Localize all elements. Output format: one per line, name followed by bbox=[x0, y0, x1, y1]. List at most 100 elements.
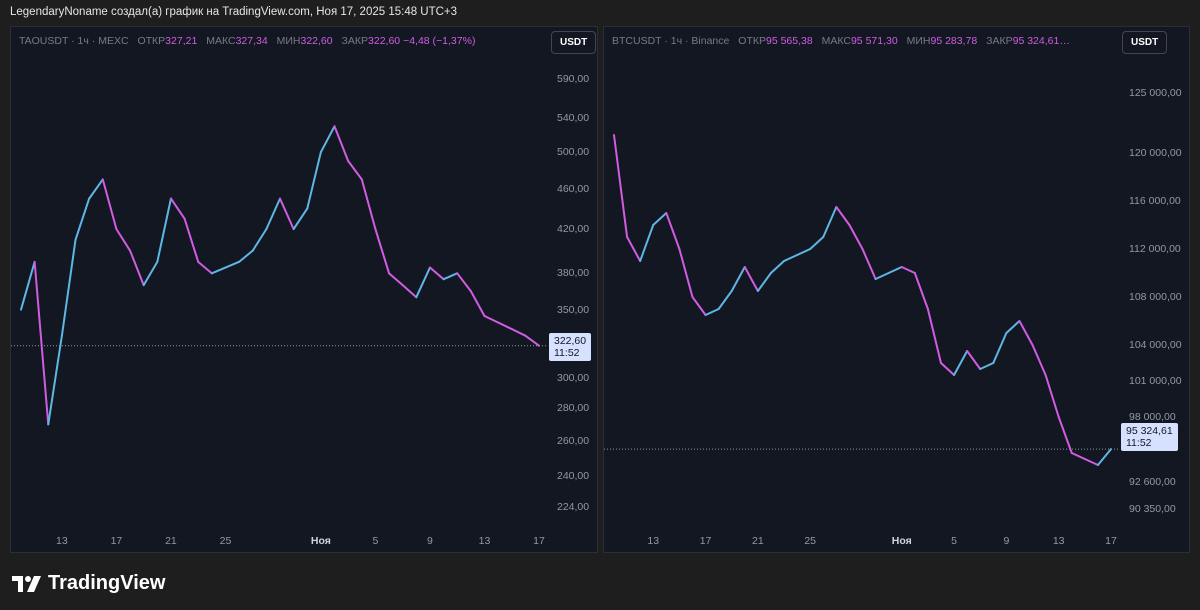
y-tick-label: 98 000,00 bbox=[1129, 411, 1176, 423]
price-segment bbox=[238, 249, 254, 263]
price-segment bbox=[88, 178, 104, 200]
y-tick-label: 590,00 bbox=[557, 72, 590, 85]
legend-low-label: МИН bbox=[276, 35, 301, 47]
y-tick-label: 460,00 bbox=[557, 182, 590, 195]
legend-tao: TAOUSDT · 1ч · MEXC ОТКР327,21 МАКС327,3… bbox=[19, 35, 476, 47]
legend-close: 95 324,61… bbox=[1012, 35, 1070, 47]
x-tick-label: 21 bbox=[165, 535, 177, 547]
x-tick-label: 17 bbox=[533, 535, 545, 547]
currency-button-tao[interactable]: USDT bbox=[551, 31, 597, 54]
x-tick-label: Ноя bbox=[310, 535, 331, 547]
x-tick-label: 17 bbox=[110, 535, 123, 547]
x-tick-label: 5 bbox=[372, 535, 379, 547]
x-tick-label: 9 bbox=[427, 535, 433, 547]
legend-close: 322,60 bbox=[368, 35, 401, 47]
price-segment bbox=[129, 249, 145, 287]
y-tick-label: 116 000,00 bbox=[1129, 195, 1181, 207]
tradingview-brand[interactable]: TradingView bbox=[12, 572, 165, 595]
price-segment bbox=[224, 260, 241, 269]
price-segment bbox=[292, 207, 309, 231]
legend-high: 95 571,30 bbox=[850, 35, 898, 47]
legend-high-label: МАКС bbox=[206, 35, 236, 47]
price-segment bbox=[497, 321, 513, 331]
legend-close-label: ЗАКР bbox=[986, 35, 1013, 47]
y-tick-label: 224,00 bbox=[557, 500, 590, 513]
price-segment bbox=[992, 332, 1008, 364]
x-tick-label: 25 bbox=[804, 535, 817, 547]
price-segment bbox=[142, 260, 159, 287]
chart-panel-btc[interactable]: BTCUSDT · 1ч · Binance ОТКР95 565,38 МАК… bbox=[603, 26, 1190, 553]
legend-symbol: BTCUSDT bbox=[612, 35, 662, 47]
x-tick-label: 25 bbox=[219, 535, 232, 547]
y-tick-label: 108 000,00 bbox=[1129, 291, 1182, 303]
legend-low: 95 283,78 bbox=[930, 35, 978, 47]
price-segment bbox=[169, 197, 186, 220]
legend-exchange: Binance bbox=[691, 35, 730, 47]
x-tick-label: 13 bbox=[1052, 535, 1065, 547]
price-plot-tao[interactable] bbox=[11, 27, 598, 553]
price-segment bbox=[279, 197, 295, 231]
price-segment bbox=[374, 228, 391, 275]
price-segment bbox=[183, 217, 200, 263]
price-segment bbox=[769, 260, 786, 274]
y-tick-label: 120 000,00 bbox=[1129, 147, 1182, 159]
price-segment bbox=[60, 238, 77, 337]
x-tick-label: 17 bbox=[699, 535, 712, 547]
price-segment bbox=[730, 266, 746, 292]
price-segment bbox=[251, 228, 268, 252]
tradingview-logo-icon bbox=[12, 575, 41, 592]
y-tick-label: 300,00 bbox=[557, 371, 590, 384]
price-segment bbox=[900, 266, 916, 274]
price-segment bbox=[428, 266, 445, 281]
legend-symbol: TAOUSDT bbox=[19, 35, 69, 47]
price-segment bbox=[874, 272, 890, 280]
y-tick-label: 420,00 bbox=[557, 223, 590, 236]
legend-interval: 1ч bbox=[670, 35, 683, 47]
legend-high-label: МАКС bbox=[821, 35, 851, 47]
y-tick-label: 92 600,00 bbox=[1129, 475, 1176, 488]
legend-high: 327,34 bbox=[235, 35, 268, 47]
price-segment bbox=[47, 334, 63, 426]
x-tick-label: 13 bbox=[647, 535, 660, 547]
price-segment bbox=[717, 290, 733, 310]
price-segment bbox=[639, 224, 655, 262]
y-tick-label: 500,00 bbox=[557, 146, 590, 159]
price-segment bbox=[678, 248, 694, 298]
x-tick-label: 9 bbox=[1003, 535, 1010, 547]
price-segment bbox=[510, 328, 527, 337]
price-segment bbox=[796, 248, 812, 256]
brand-name: TradingView bbox=[48, 572, 166, 594]
price-segment bbox=[1005, 320, 1021, 334]
price-segment bbox=[101, 178, 118, 231]
price-segment bbox=[197, 260, 213, 275]
price-plot-btc[interactable] bbox=[604, 27, 1190, 553]
price-segment bbox=[265, 197, 281, 231]
price-segment bbox=[939, 362, 956, 376]
x-tick-label: 21 bbox=[752, 535, 764, 547]
y-tick-label: 380,00 bbox=[557, 267, 590, 280]
y-tick-label: 101 000,00 bbox=[1129, 375, 1182, 387]
y-tick-label: 240,00 bbox=[557, 470, 590, 483]
legend-close-label: ЗАКР bbox=[341, 35, 369, 47]
price-segment bbox=[1057, 416, 1073, 454]
legend-open: 95 565,38 bbox=[765, 35, 813, 47]
price-segment bbox=[979, 362, 995, 370]
price-segment bbox=[887, 266, 903, 274]
price-segment bbox=[652, 212, 668, 226]
y-tick-label: 112 000,00 bbox=[1129, 243, 1181, 255]
chart-panel-tao[interactable]: TAOUSDT · 1ч · MEXC ОТКР327,21 МАКС327,3… bbox=[10, 26, 598, 553]
price-segment bbox=[469, 290, 486, 318]
y-tick-label: 104 000,00 bbox=[1129, 339, 1182, 351]
chart-attribution: LegendaryNoname создал(а) график на Trad… bbox=[10, 6, 458, 18]
legend-low: 322,60 bbox=[300, 35, 333, 47]
price-segment bbox=[74, 197, 91, 241]
legend-open-label: ОТКР bbox=[738, 35, 766, 47]
price-segment bbox=[156, 197, 172, 263]
x-tick-label: 13 bbox=[478, 535, 491, 547]
last-price: 322,60 bbox=[554, 335, 587, 347]
price-segment bbox=[319, 125, 336, 154]
x-tick-label: 17 bbox=[1105, 535, 1117, 547]
legend-low-label: МИН bbox=[906, 35, 931, 47]
legend-exchange: MEXC bbox=[98, 35, 129, 47]
currency-button-btc[interactable]: USDT bbox=[1122, 31, 1168, 54]
